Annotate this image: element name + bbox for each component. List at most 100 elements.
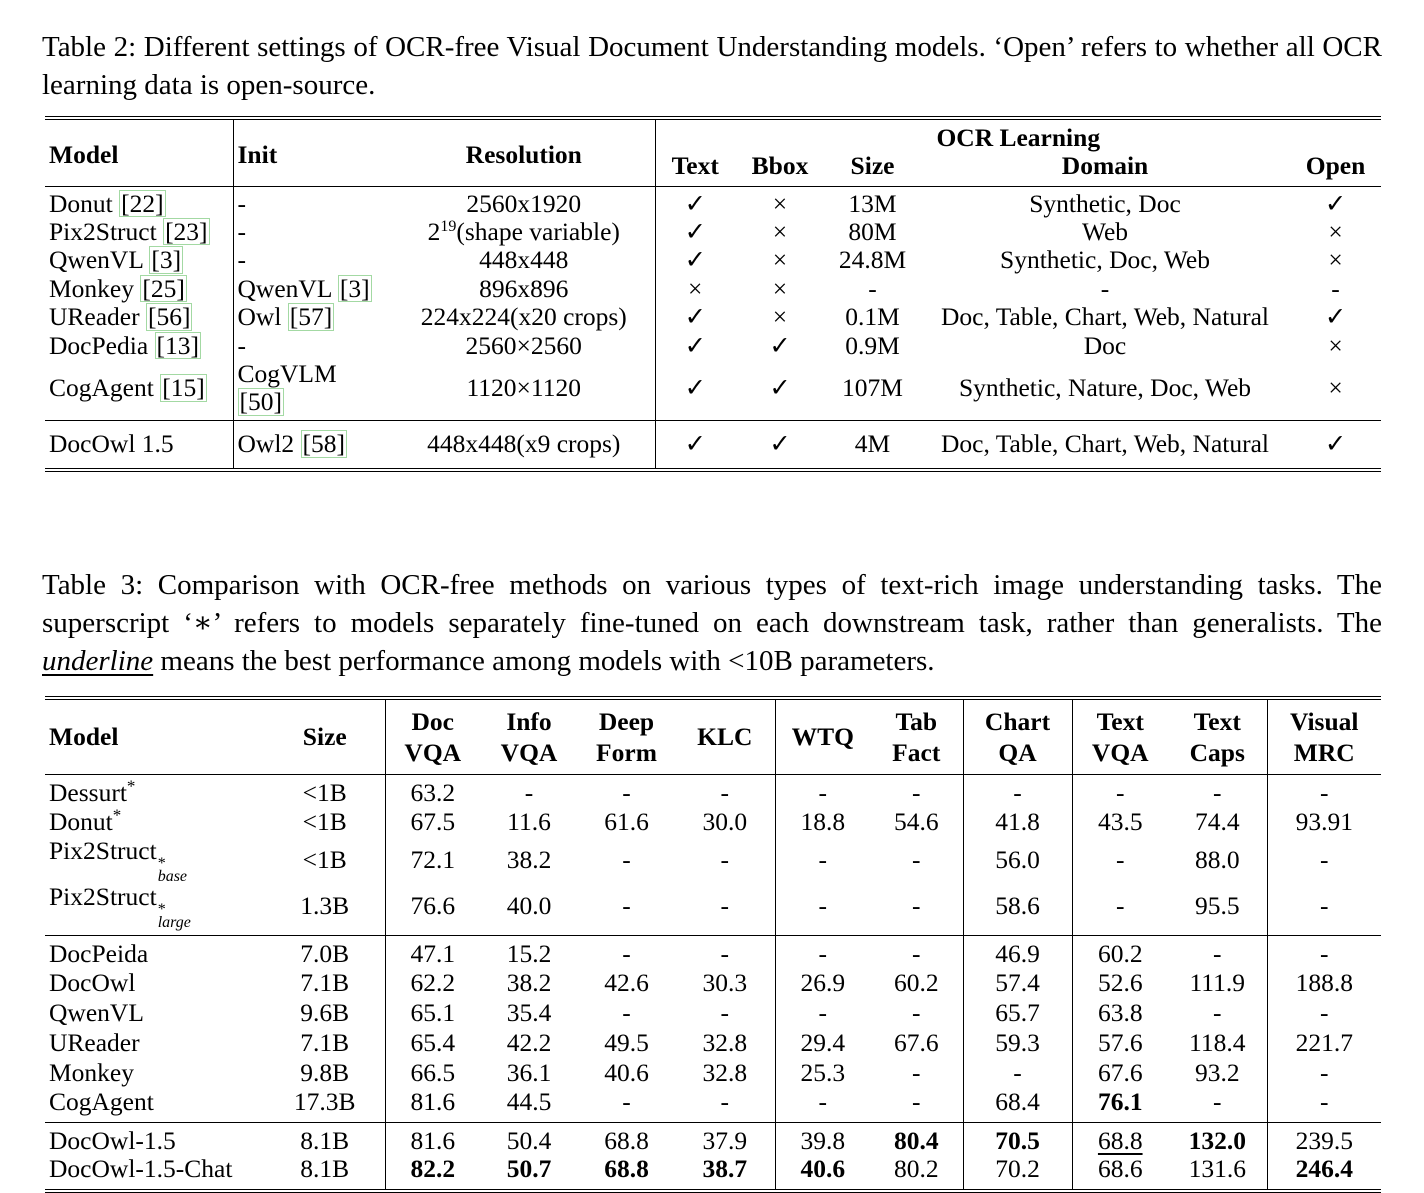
cell-chart-qa: 57.4: [963, 967, 1073, 998]
cell-size: 107M: [842, 373, 903, 403]
cell-open: ×: [1328, 330, 1343, 360]
cell-visual-mrc: -: [1320, 777, 1329, 807]
cell-size: -: [868, 273, 877, 303]
cell-size: 24.8M: [838, 245, 907, 275]
col-header-text-caps: Text Caps: [1168, 698, 1268, 775]
cell-klc: -: [675, 882, 776, 936]
cell-text-caps: -: [1168, 774, 1268, 807]
col-header-size: Size: [265, 698, 386, 775]
cell-wtq: -: [818, 844, 828, 874]
col-header-visual-mrc: Visual MRC: [1290, 706, 1359, 767]
cell-size: 80M: [848, 216, 897, 246]
citation-link[interactable]: [57]: [287, 302, 335, 332]
cell-doc-vqa: 62.2: [410, 967, 456, 997]
col-header-deep-form: Deep Form: [596, 706, 657, 767]
citation-link[interactable]: [3]: [337, 273, 372, 303]
col-header-domain: Domain: [1061, 151, 1149, 181]
citation-link[interactable]: [56]: [146, 302, 193, 332]
cell-info-vqa: 50.7: [480, 1153, 578, 1191]
col-header-model: Model: [45, 118, 234, 187]
citation-link[interactable]: [50]: [237, 387, 284, 417]
col-header-tab-fact: Tab Fact: [870, 698, 964, 775]
citation-link[interactable]: [22]: [119, 188, 166, 218]
cell-text-caps: 88.0: [1168, 836, 1268, 883]
cell-size: <1B: [265, 806, 386, 837]
cell-wtq: -: [818, 997, 828, 1027]
cell-domain: Synthetic, Doc, Web: [1000, 245, 1210, 275]
cell-text-vqa: -: [1116, 777, 1125, 807]
model-sup-sub: * large: [157, 900, 191, 931]
cell-text: ✓: [684, 302, 706, 332]
col-header-chart-qa: Chart QA: [963, 698, 1073, 775]
cell-text-caps: 95.5: [1168, 882, 1268, 936]
cell-model: QwenVL: [49, 997, 144, 1027]
cell-chart-qa: -: [963, 774, 1073, 807]
cell-text-vqa: 52.6: [1097, 967, 1143, 997]
table2-caption-text: Table 2: Different settings of OCR-free …: [42, 31, 1382, 101]
citation-link[interactable]: [25]: [140, 273, 187, 303]
best-value: 50.7: [506, 1153, 552, 1183]
cell-init: QwenVL [3]: [237, 273, 372, 303]
model-sup-sub: * base: [158, 855, 187, 884]
cell-chart-qa: 58.6: [963, 882, 1073, 936]
citation-link[interactable]: [3]: [149, 245, 184, 275]
table-row: Pix2Struct * large 1.3B 76.6 40.0- - - -58.6-95.…: [45, 882, 1381, 936]
col-header-doc-vqa: Doc VQA: [404, 706, 462, 767]
col-header-klc: KLC: [675, 698, 776, 775]
cell-doc-vqa: 82.2: [385, 1154, 480, 1191]
cell-wtq: -: [818, 777, 828, 807]
cell-deep-form: -: [622, 1086, 631, 1116]
cell-text: ✓: [684, 373, 706, 403]
col-header-init: Init: [237, 139, 278, 169]
cell-visual-mrc: -: [1320, 890, 1329, 920]
cell-wtq: 39.8: [800, 1125, 846, 1155]
cell-model: Donut*: [49, 805, 122, 836]
cell-size: 4M: [854, 429, 891, 459]
cell-doc-vqa: 76.6: [410, 890, 456, 920]
cell-size: <1B: [265, 836, 386, 883]
table-row: UReader 7.1B 65.4 42.2 49.5 32.8 29.4 67.6 59.3 5…: [45, 1027, 1381, 1058]
cell-klc: -: [675, 1087, 776, 1123]
cell-init: Owl2 [58]: [237, 429, 348, 459]
cell-wtq: 26.9: [800, 967, 846, 997]
superscript-star: *: [157, 900, 166, 918]
table-row: Donut* <1B 67.5 11.6 61.6 30.0 18.8 54.6 41.8 43.…: [45, 805, 1381, 837]
cell-bbox: ×: [772, 188, 788, 218]
citation-link[interactable]: [58]: [300, 429, 348, 459]
best-value: 246.4: [1295, 1153, 1353, 1183]
table-row: DocPedia [13] - 2560×2560 ✓ ✓ 0.9M Doc ×: [45, 332, 1381, 361]
cell-size: 8.1B: [265, 1122, 386, 1155]
cell-bbox: ✓: [769, 429, 791, 459]
model-size-subscript: large: [157, 913, 191, 931]
cell-text-vqa: 68.6: [1097, 1153, 1143, 1183]
cell-wtq: -: [818, 938, 828, 968]
cell-wtq: 29.4: [800, 1027, 846, 1057]
cell-text-vqa: 57.6: [1097, 1027, 1143, 1057]
cell-resolution: 219(shape variable): [393, 218, 656, 247]
cell-chart-qa: 59.3: [963, 1027, 1073, 1058]
table-row: UReader [56] Owl [57] 224x224(x20 crops) ✓ ×…: [45, 303, 1381, 332]
cell-visual-mrc: -: [1320, 997, 1329, 1027]
cell-chart-qa: 46.9: [963, 935, 1073, 968]
citation-link[interactable]: [15]: [160, 373, 207, 403]
cell-model: DocOwl-1.5-Chat: [49, 1153, 233, 1183]
cell-open: ✓: [1324, 188, 1347, 218]
cell-tab-fact: 80.2: [870, 1154, 964, 1191]
cell-deep-form: -: [622, 777, 631, 807]
cell-info-vqa: -: [524, 777, 534, 807]
cell-bbox: ×: [772, 302, 788, 332]
table-row: CogAgent [15] CogVLM [50] 1120×1120 ✓ ✓ 107M S…: [45, 360, 1381, 421]
cell-resolution: 448x448: [393, 246, 656, 275]
best-value: 132.0: [1188, 1125, 1246, 1155]
superscript-star: *: [126, 776, 136, 796]
citation-link[interactable]: [13]: [154, 330, 201, 360]
col-header-model: Model: [49, 722, 119, 752]
cell-chart-qa: 68.4: [963, 1087, 1073, 1123]
cell-tab-fact: -: [870, 997, 964, 1028]
citation-link[interactable]: [23]: [163, 216, 210, 246]
cell-tab-fact: -: [870, 935, 964, 968]
cell-size: 8.1B: [265, 1154, 386, 1191]
cell-text: ✓: [684, 216, 706, 246]
cell-init: -: [237, 188, 247, 218]
cell-resolution: 896x896: [393, 275, 656, 304]
